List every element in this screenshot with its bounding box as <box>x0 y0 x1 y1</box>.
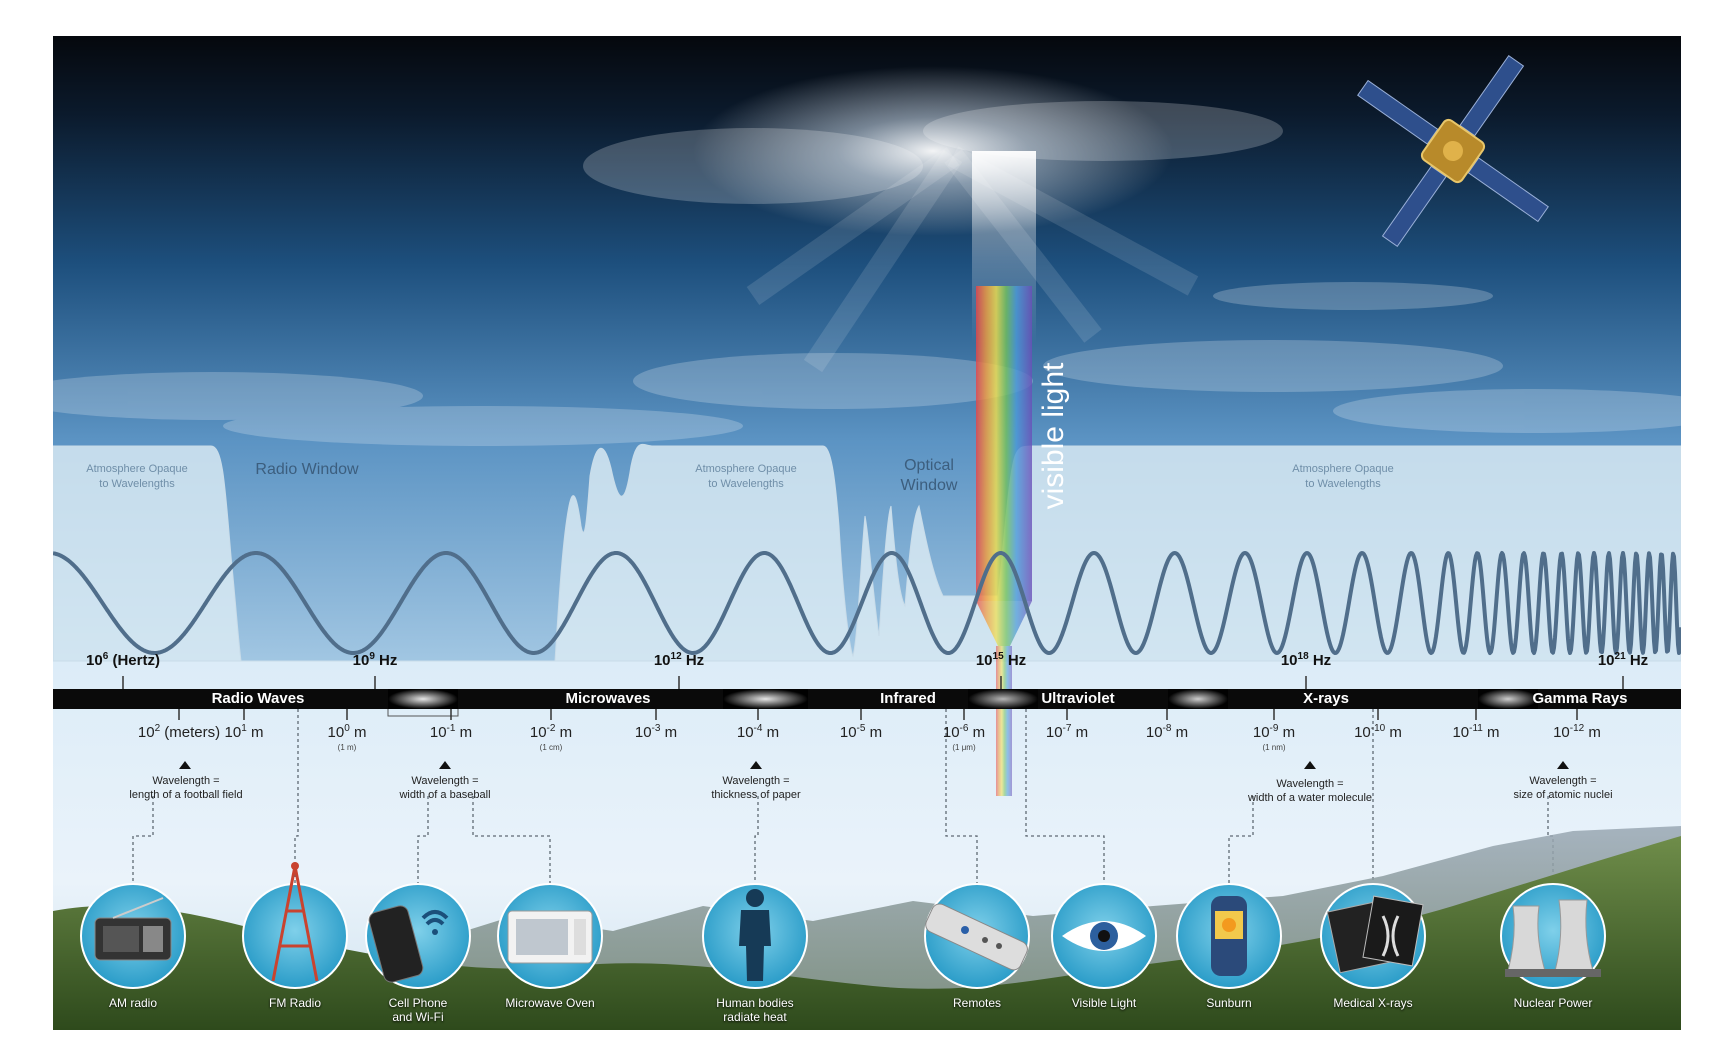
frequency-tick-label: 106 (Hertz) <box>86 651 160 669</box>
wavelength-tick-label: 10-10 m <box>1354 723 1402 741</box>
cell-phone-icon <box>368 905 449 983</box>
remote-control-icon <box>925 903 1028 971</box>
eye-icon <box>1062 921 1146 951</box>
application-label: Human bodies radiate heat <box>716 996 794 1024</box>
visible-light-label: visible light <box>1037 362 1070 510</box>
application-label: Microwave Oven <box>505 996 595 1010</box>
cooling-tower-icon <box>1505 899 1601 977</box>
frequency-tick-label: 1021 Hz <box>1597 651 1649 669</box>
atmosphere-opaque-label: Atmosphere Opaque to Wavelengths <box>86 463 188 490</box>
leader-lines <box>132 709 1554 884</box>
wavelength-tick-sublabel: (1 cm) <box>539 743 563 752</box>
wavelength-tick-sublabel: (1 nm) <box>1262 743 1286 752</box>
band-label: Ultraviolet <box>1041 690 1115 707</box>
comparison-paper: Wavelength = thickness of paper <box>711 775 801 801</box>
comparison-atomic-nuclei: Wavelength = size of atomic nuclei <box>1513 775 1613 801</box>
clouds <box>53 101 1681 446</box>
electromagnetic-wave <box>53 551 1681 655</box>
application-icons <box>80 862 1606 989</box>
wavelength-tick-label: 10-3 m <box>634 723 678 741</box>
leader-line <box>417 796 429 884</box>
wavelength-tick-label: 10-1 m <box>429 723 473 741</box>
frequency-tick-label: 1015 Hz <box>975 651 1027 669</box>
leader-line <box>754 796 759 884</box>
visible-light-beam <box>976 286 1032 601</box>
x-ray-film-icon <box>1326 895 1424 974</box>
hills <box>53 836 1681 1030</box>
application-circle <box>242 883 348 989</box>
frequency-tick-label: 1018 Hz <box>1280 651 1332 669</box>
wavelength-tick-sublabel: (1 μm) <box>952 743 976 752</box>
microwave-oven-icon <box>507 910 593 964</box>
band-label: Gamma Rays <box>1532 690 1628 707</box>
human-silhouette-icon <box>739 889 771 981</box>
band-label: X-rays <box>1303 690 1349 707</box>
atmosphere-opaque-label: Atmosphere Opaque to Wavelengths <box>1292 463 1394 490</box>
satellite-icon <box>1357 55 1549 247</box>
application-label: Medical X-rays <box>1333 996 1413 1010</box>
leader-line <box>132 796 154 884</box>
wavelength-tick-label: 10-12 m <box>1553 723 1601 741</box>
wavelength-tick-sublabel: (1 m) <box>337 743 357 752</box>
leader-line <box>945 709 978 884</box>
leader-line <box>1025 709 1105 884</box>
frequency-tick-label: 109 Hz <box>352 651 398 669</box>
comparison-baseball: Wavelength = width of a baseball <box>399 775 491 801</box>
band-label: Radio Waves <box>211 690 305 707</box>
sunscreen-bottle-icon <box>1211 896 1247 976</box>
leader-line <box>294 709 299 884</box>
application-label: Sunburn <box>1206 996 1252 1010</box>
wavelength-tick-label: 10-7 m <box>1045 723 1089 741</box>
optical-window-label: Optical Window <box>900 457 958 494</box>
application-label: FM Radio <box>268 996 322 1010</box>
wavelength-tick-label: 10-8 m <box>1145 723 1189 741</box>
frequency-tick-label: 1012 Hz <box>653 651 705 669</box>
spectrum-infographic: visible light Atmosphere Opaque to Wavel… <box>53 36 1681 1030</box>
leader-line <box>472 796 551 884</box>
tick-marks <box>122 676 1624 720</box>
wavelength-tick-label: 10-6 m <box>942 723 986 741</box>
radio-window-label: Radio Window <box>255 461 359 478</box>
beam-funnel <box>976 601 1032 646</box>
wavelength-tick-label: 10-9 m <box>1252 723 1296 741</box>
comparison-football-field: Wavelength = length of a football field <box>129 775 243 801</box>
wavelength-tick-label: 101 m <box>224 723 264 741</box>
spectrum-artwork <box>53 36 1681 1030</box>
application-label: Nuclear Power <box>1513 996 1593 1010</box>
application-label: AM radio <box>108 996 158 1010</box>
comparison-water-molecule: Wavelength = width of a water molecule <box>1247 778 1373 804</box>
radio-tower-icon <box>271 862 319 982</box>
beam-tail <box>996 646 1012 796</box>
spectrum-band-bar <box>53 689 1681 709</box>
baseball-bracket <box>387 709 459 717</box>
wavelength-tick-label: 10-11 m <box>1452 723 1500 741</box>
application-label: Remotes <box>952 996 1002 1010</box>
wavelength-tick-label: 102 (meters) <box>137 723 221 741</box>
wavelength-tick-label: 10-2 m <box>529 723 573 741</box>
application-label: Visible Light <box>1071 996 1137 1010</box>
sky-glow <box>693 66 1173 236</box>
atmosphere-opaque-label: Atmosphere Opaque to Wavelengths <box>695 463 797 490</box>
band-label: Microwaves <box>565 690 651 707</box>
atmosphere-opacity-curve <box>53 443 1681 662</box>
wavelength-tick-label: 100 m <box>327 723 367 741</box>
wavelength-tick-label: 10-4 m <box>736 723 780 741</box>
band-label: Infrared <box>880 690 936 707</box>
radio-icon <box>94 897 172 961</box>
band-boundaries <box>388 689 1538 709</box>
wavelength-tick-label: 10-5 m <box>839 723 883 741</box>
comparison-arrows <box>179 761 1569 769</box>
application-label: Cell Phone and Wi-Fi <box>388 996 448 1024</box>
leader-line <box>1228 796 1254 884</box>
